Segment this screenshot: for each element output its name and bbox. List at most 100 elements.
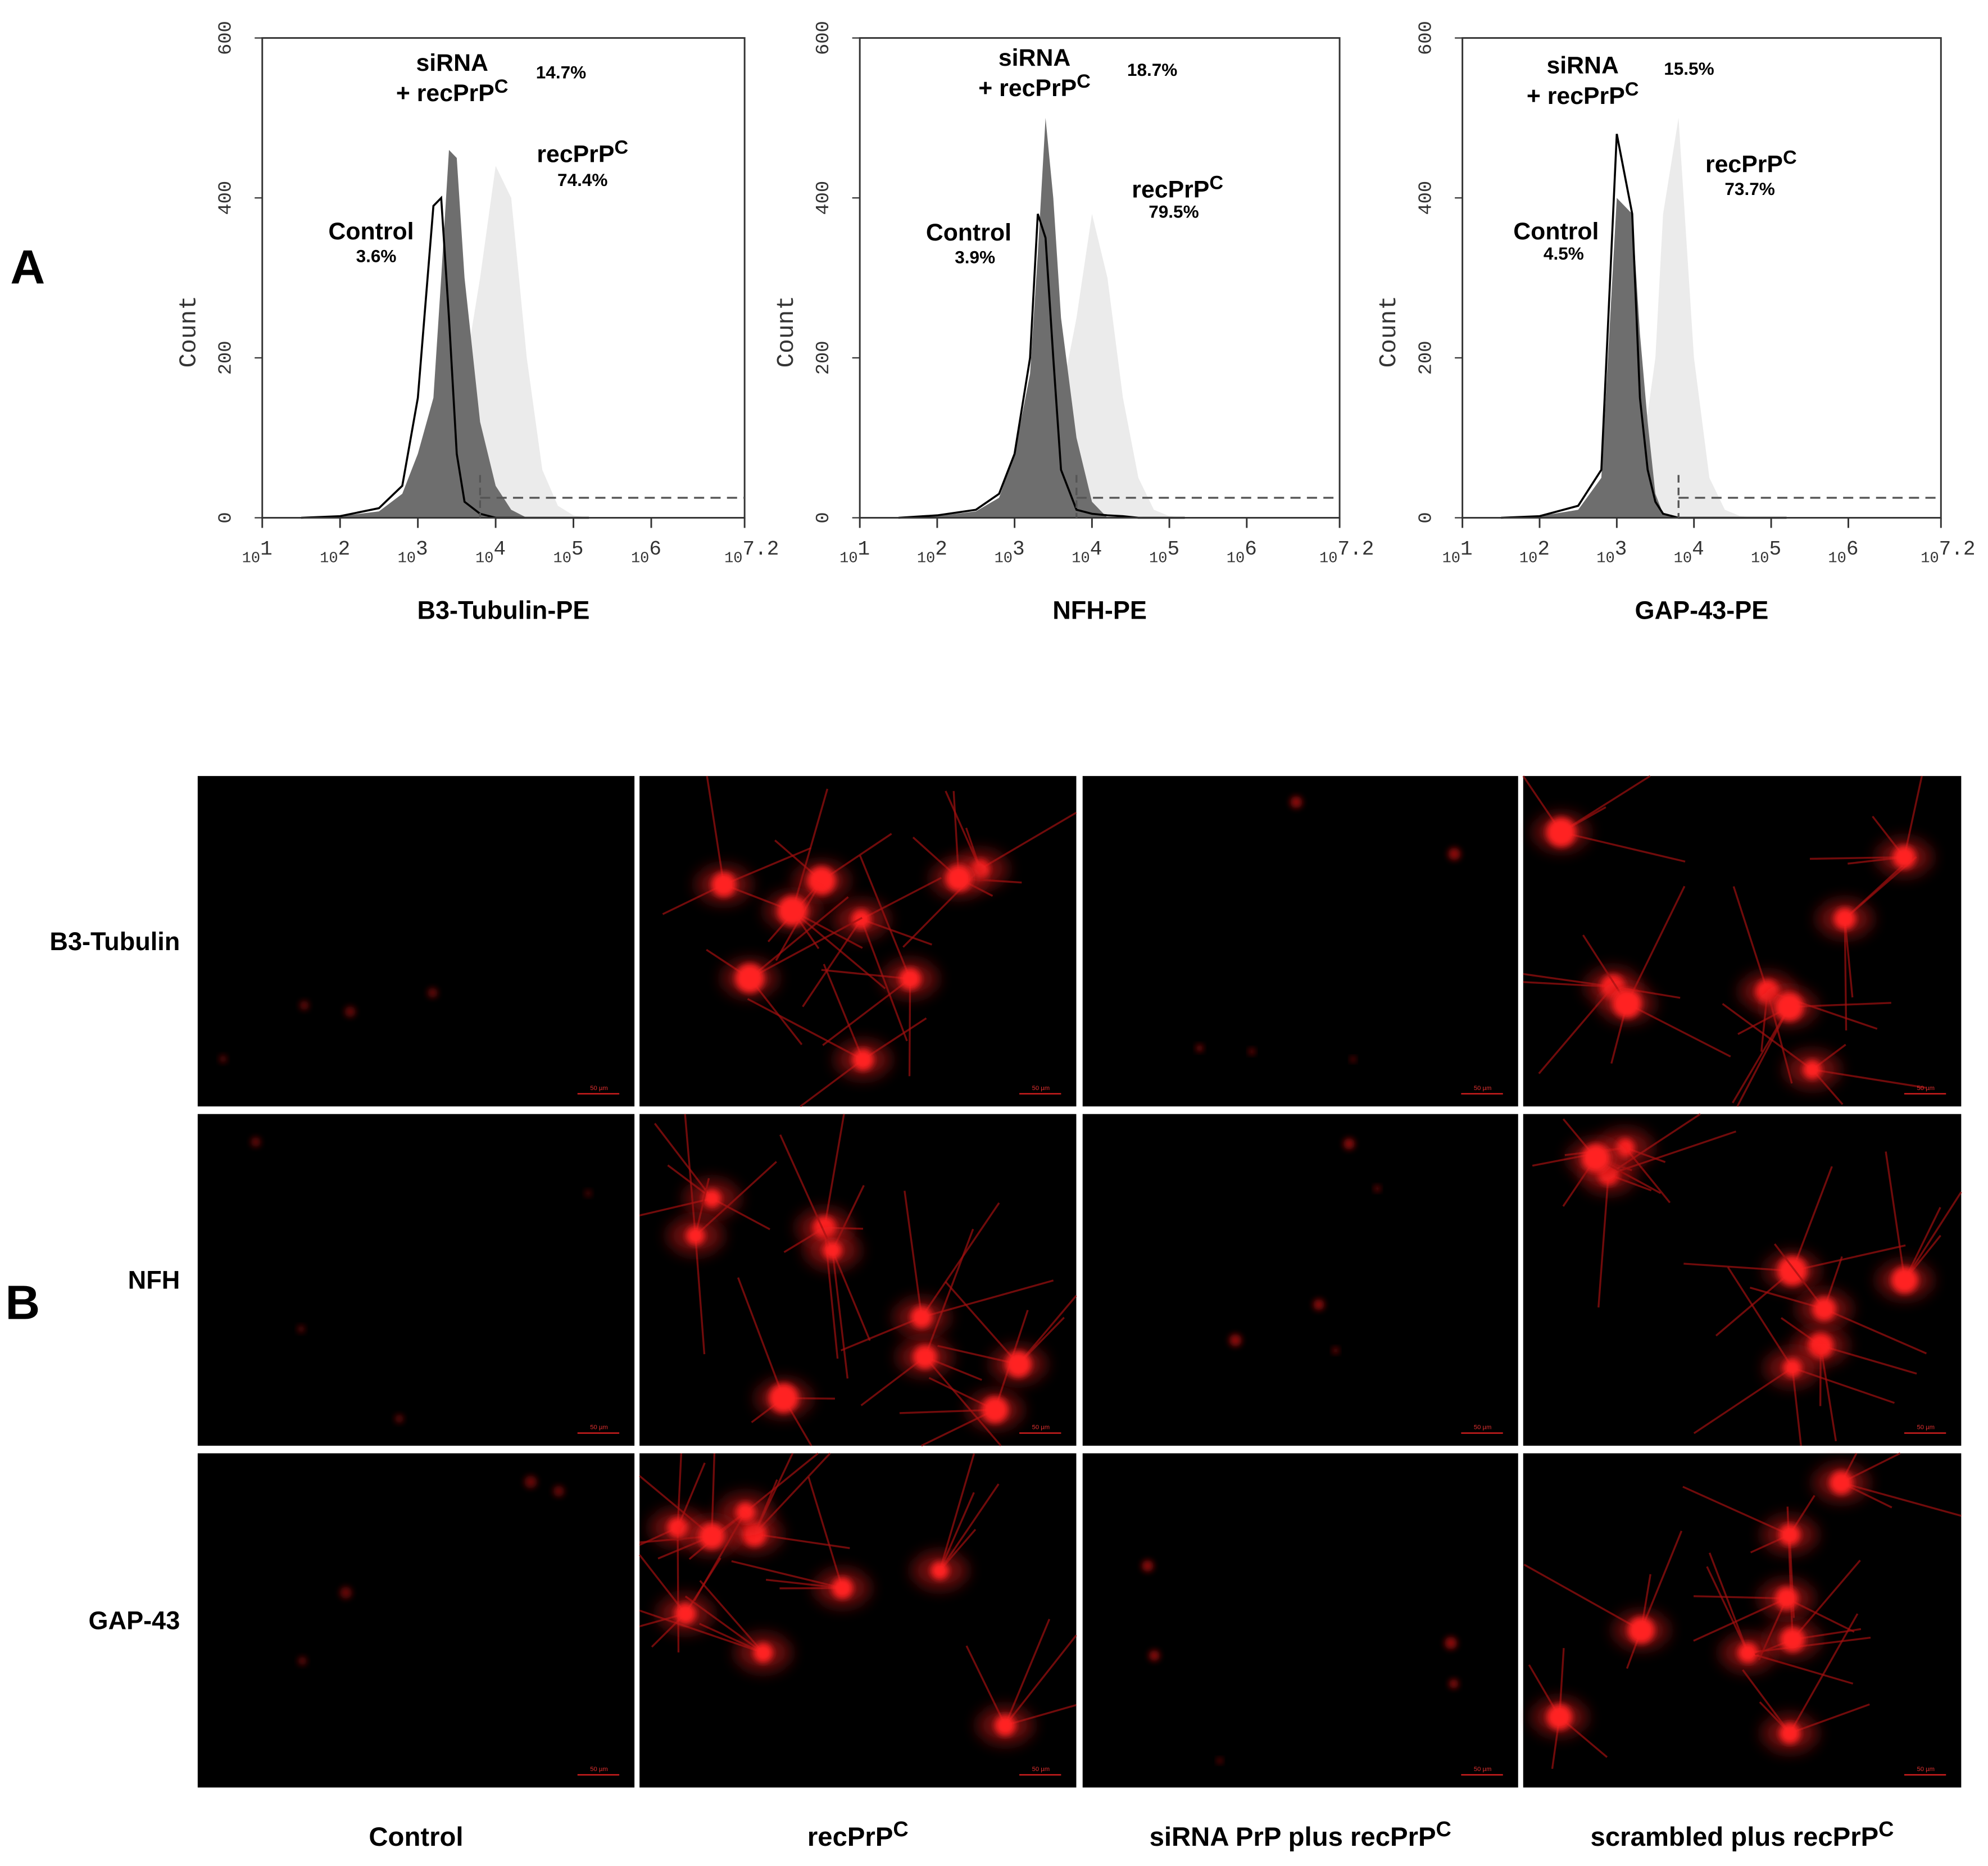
text-part: siRNA PrP plus recPrP bbox=[1150, 1822, 1436, 1852]
row-label: GAP-43 bbox=[89, 1606, 180, 1635]
micrograph: 50 µm bbox=[1082, 776, 1518, 1107]
speck bbox=[1448, 847, 1461, 860]
x-tick-base: 10 bbox=[1319, 550, 1337, 567]
cell-body bbox=[686, 1226, 705, 1246]
text-part: scrambled plus recPrP bbox=[1591, 1822, 1879, 1852]
x-tick-exponent: 5 bbox=[1769, 538, 1781, 561]
x-tick-label: 105 bbox=[1149, 538, 1179, 567]
cell-body bbox=[1778, 1524, 1801, 1546]
x-tick-label: 107.2 bbox=[724, 538, 779, 567]
series-percent: 4.5% bbox=[1544, 243, 1584, 264]
cell-body bbox=[702, 1189, 721, 1208]
y-tick-label: 600 bbox=[215, 21, 237, 55]
speck bbox=[395, 1414, 403, 1423]
cell-body bbox=[1612, 989, 1642, 1019]
cell-body bbox=[1627, 1617, 1655, 1644]
x-tick-label: 106 bbox=[1828, 538, 1858, 567]
neurite bbox=[791, 788, 829, 911]
cell-body bbox=[1779, 1722, 1801, 1744]
micrograph: 50 µm bbox=[197, 1114, 635, 1446]
micrograph: 50 µm bbox=[197, 776, 635, 1107]
cell-body bbox=[777, 896, 808, 927]
series-percent: 3.6% bbox=[356, 246, 397, 266]
y-tick-label: 200 bbox=[1415, 340, 1437, 375]
cell-body bbox=[807, 866, 836, 895]
x-tick-exponent: 2 bbox=[935, 538, 947, 561]
histogram-area bbox=[898, 117, 1185, 518]
cell-body bbox=[735, 964, 765, 993]
neurite bbox=[904, 1191, 923, 1318]
x-tick-label: 103 bbox=[1596, 538, 1627, 567]
y-tick-label: 400 bbox=[813, 181, 834, 215]
x-tick-base: 10 bbox=[917, 550, 935, 567]
x-tick-exponent: 1 bbox=[858, 538, 870, 561]
y-tick-label: 0 bbox=[1415, 512, 1437, 523]
speck bbox=[298, 1656, 307, 1665]
panel-letter: B bbox=[5, 1276, 40, 1330]
speck bbox=[1149, 1650, 1160, 1661]
cell-body bbox=[1892, 845, 1916, 869]
speck bbox=[1249, 1048, 1255, 1055]
scale-bar-label: 50 µm bbox=[590, 1085, 608, 1092]
speck bbox=[1374, 1186, 1381, 1192]
cell-body bbox=[1005, 1351, 1032, 1378]
x-tick-exponent: 4 bbox=[1692, 538, 1704, 561]
x-tick-label: 105 bbox=[553, 538, 584, 567]
speck bbox=[251, 1137, 261, 1147]
x-tick-label: 105 bbox=[1751, 538, 1781, 567]
series-label: recPrPC bbox=[1132, 172, 1223, 203]
x-tick-label: 103 bbox=[398, 538, 428, 567]
micrograph: 50 µm bbox=[1082, 1114, 1518, 1446]
speck bbox=[1229, 1334, 1242, 1347]
neurite bbox=[924, 1228, 974, 1357]
micrograph-bg bbox=[197, 776, 635, 1107]
series-label: Control bbox=[328, 218, 414, 245]
speck bbox=[297, 1325, 305, 1333]
x-tick-base: 10 bbox=[1072, 550, 1090, 567]
micrograph-bg bbox=[1082, 1453, 1518, 1788]
x-tick-exponent: 1 bbox=[1460, 538, 1473, 561]
speck bbox=[219, 1055, 227, 1063]
text-part: Control bbox=[926, 219, 1011, 246]
speck bbox=[339, 1586, 352, 1599]
speck bbox=[1332, 1347, 1339, 1354]
x-tick-exponent: 2 bbox=[338, 538, 351, 561]
cell-body bbox=[1546, 1704, 1573, 1730]
micrograph: 50 µm bbox=[1523, 1452, 1962, 1788]
scale-bar-label: 50 µm bbox=[1474, 1424, 1492, 1431]
neurite bbox=[831, 1250, 849, 1379]
speck bbox=[1343, 1138, 1355, 1150]
series-percent: 3.9% bbox=[955, 247, 995, 267]
plot-frame bbox=[859, 37, 1341, 519]
x-tick-base: 10 bbox=[1519, 550, 1537, 567]
x-tick-base: 10 bbox=[995, 550, 1013, 567]
superscript: C bbox=[1878, 1818, 1894, 1841]
scale-bar-label: 50 µm bbox=[1917, 1085, 1935, 1092]
series-label: siRNA bbox=[998, 44, 1070, 71]
cell-body bbox=[753, 1642, 773, 1663]
cell-body bbox=[674, 1602, 696, 1625]
y-tick-label: 400 bbox=[1415, 181, 1437, 215]
cell-body bbox=[1780, 1627, 1805, 1652]
speck bbox=[299, 1001, 309, 1010]
text-part: siRNA bbox=[1546, 52, 1618, 79]
x-tick-base: 10 bbox=[475, 550, 493, 567]
series-percent: 74.4% bbox=[557, 170, 607, 190]
cell-body bbox=[931, 1561, 949, 1580]
x-tick-label: 106 bbox=[631, 538, 661, 567]
micrograph-bg bbox=[197, 1453, 635, 1788]
x-tick-base: 10 bbox=[1921, 550, 1939, 567]
text-part: siRNA bbox=[998, 44, 1070, 71]
histogram-area bbox=[301, 149, 589, 518]
scale-bar-label: 50 µm bbox=[1474, 1085, 1492, 1092]
neurite bbox=[737, 1277, 785, 1399]
x-tick-exponent: 6 bbox=[1245, 538, 1257, 561]
x-tick-label: 101 bbox=[1442, 538, 1473, 567]
speck bbox=[1350, 1056, 1356, 1062]
x-tick-base: 10 bbox=[724, 550, 742, 567]
cell-body bbox=[1782, 1358, 1802, 1378]
superscript: C bbox=[1436, 1818, 1451, 1841]
series-label: Control bbox=[1513, 218, 1599, 245]
